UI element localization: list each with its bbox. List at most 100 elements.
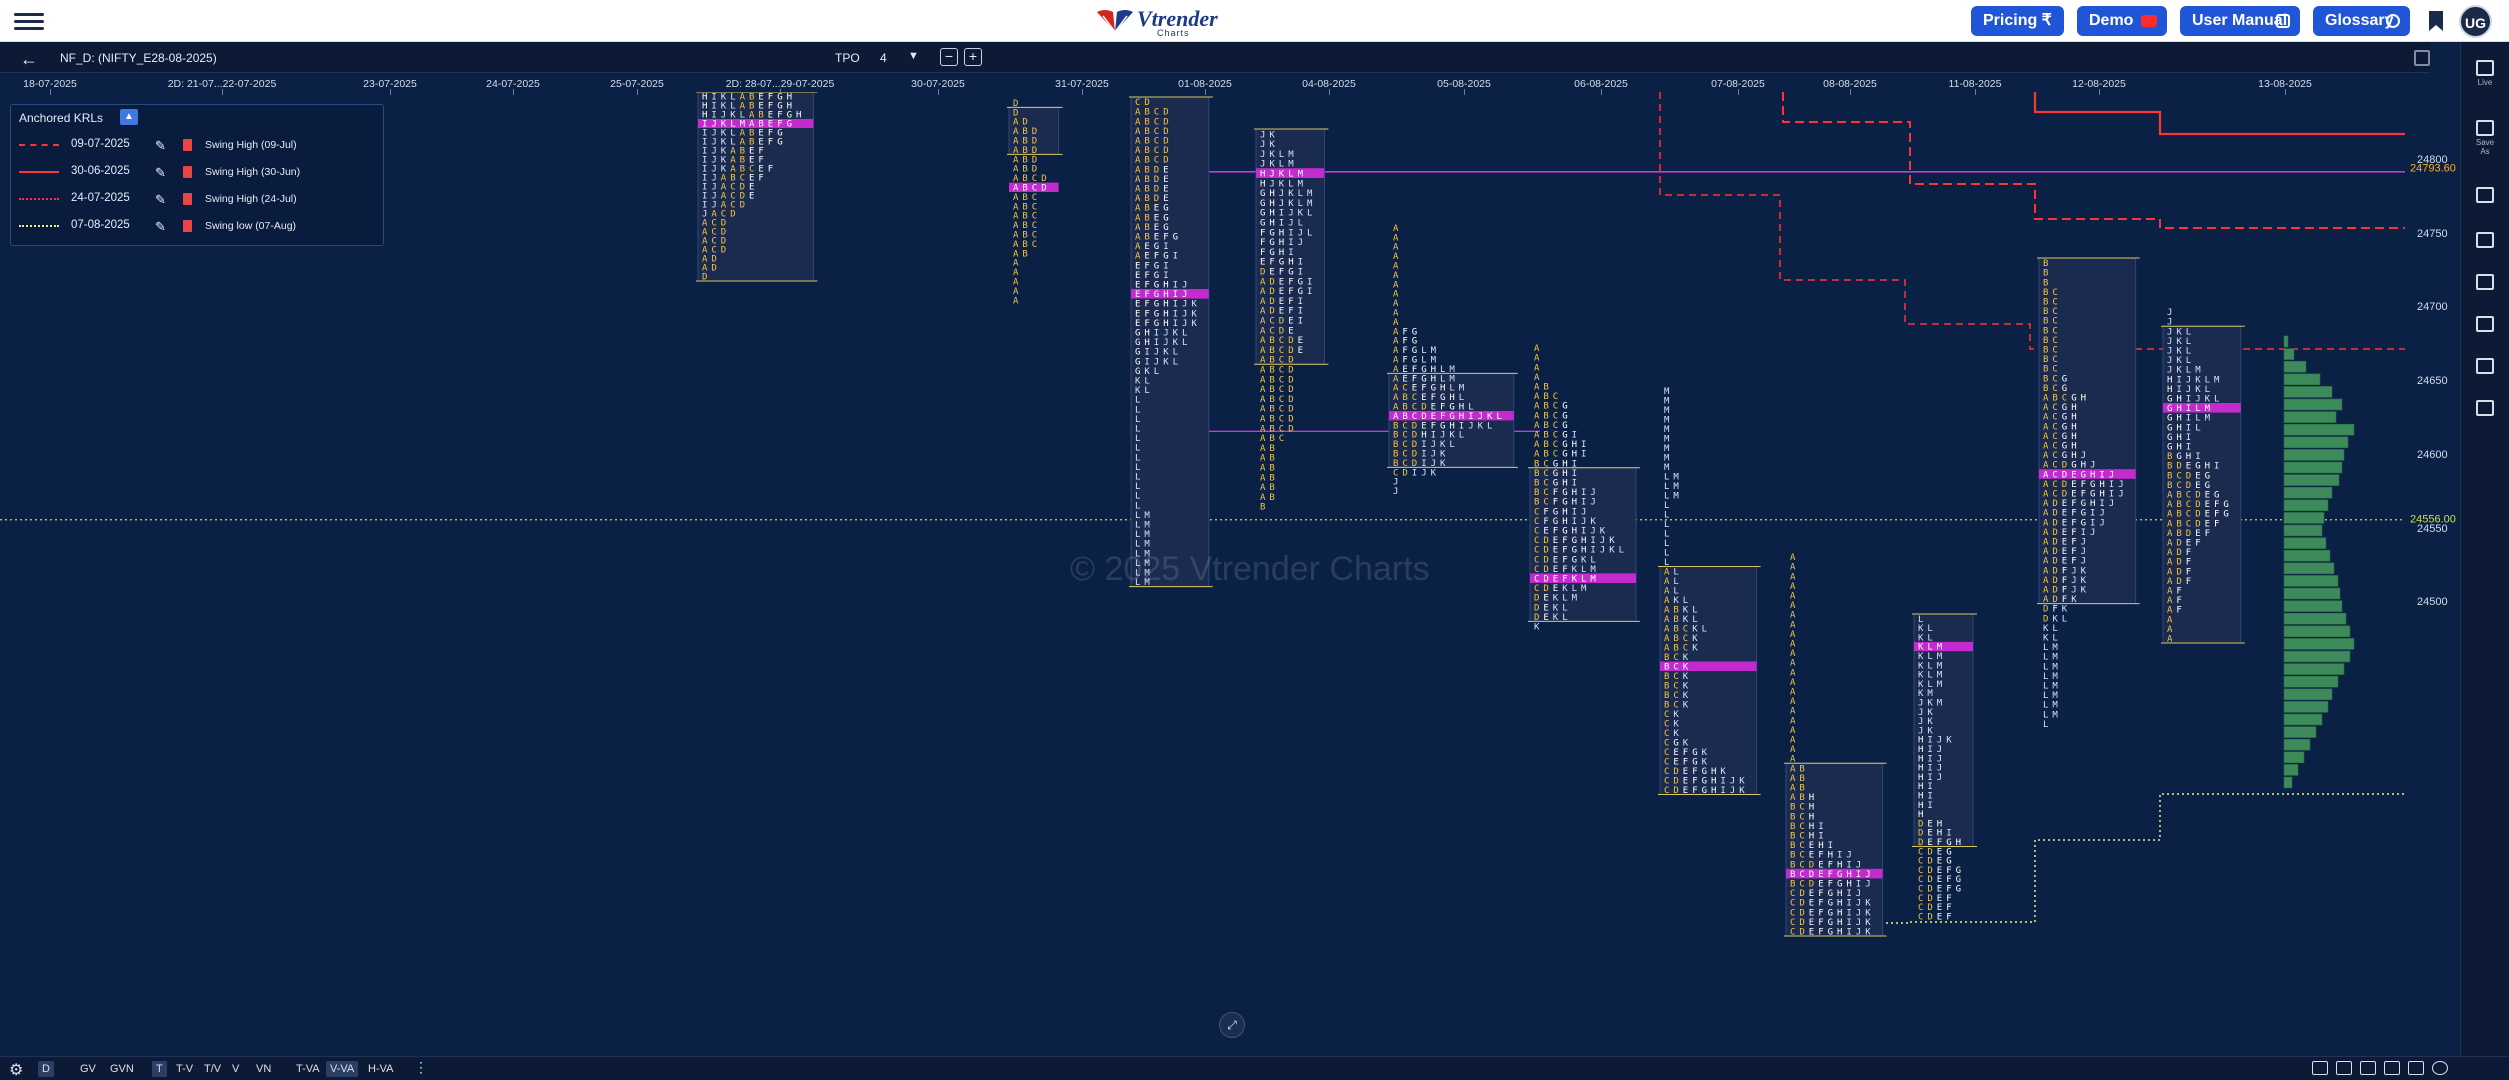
tpo-row: A — [1790, 736, 1796, 746]
zoom-out-button[interactable]: − — [940, 48, 958, 66]
menu-icon[interactable] — [14, 9, 44, 33]
save-as-button[interactable]: Save As — [2473, 120, 2497, 156]
krl-row[interactable]: 30-06-2025 ✎ Swing High (30-Jun) — [19, 162, 379, 182]
grid-tool-button[interactable] — [2473, 316, 2497, 332]
fullscreen-icon[interactable] — [2408, 1061, 2424, 1075]
mode-vva-button[interactable]: V-VA — [326, 1061, 359, 1077]
chevron-down-icon[interactable]: ▼ — [908, 50, 919, 62]
pencil-icon[interactable]: ✎ — [155, 165, 166, 180]
tpo-row: M — [1664, 425, 1670, 435]
close-icon[interactable] — [2432, 1061, 2448, 1075]
glossary-button[interactable]: Glossary — [2313, 6, 2410, 36]
save-icon[interactable] — [2414, 50, 2430, 66]
tpo-letter: H — [702, 111, 707, 121]
zoom-in-button[interactable]: + — [964, 48, 982, 66]
symbol-label: NF_D: (NIFTY_E28-08-2025) — [60, 51, 217, 65]
mode-v-button[interactable]: V — [232, 1063, 240, 1075]
pencil-icon[interactable]: ✎ — [155, 192, 166, 207]
pencil-icon[interactable]: ✎ — [155, 138, 166, 153]
crosshair-tool-button[interactable] — [2473, 187, 2497, 203]
tpo-chart-svg[interactable]: H I K L A B E F G HH I K L A B E F G HH I J K L A B E F G HI J K L M A B E F… — [0, 92, 2430, 1052]
list-tool-button[interactable] — [2473, 232, 2497, 248]
pricing-button[interactable]: Pricing ₹ — [1971, 6, 2064, 36]
tpo-letter: G — [1562, 498, 1567, 508]
pencil-icon[interactable]: ✎ — [155, 219, 166, 234]
mode-tva-button[interactable]: T-VA — [296, 1063, 320, 1075]
date-tick — [1601, 89, 1602, 95]
krl-row[interactable]: 24-07-2025 ✎ Swing High (24-Jul) — [19, 189, 379, 209]
trash-icon[interactable] — [183, 139, 192, 151]
tpo-letter: D — [1534, 603, 1539, 613]
vtrender-logo[interactable]: Vtrender Charts — [1095, 4, 1218, 38]
mode-gv-button[interactable]: GV — [80, 1063, 96, 1075]
tpo-letter: J — [1182, 309, 1187, 319]
tpo-letter: C — [1154, 127, 1159, 137]
avatar[interactable]: UG — [2459, 5, 2492, 38]
tpo-letter: J — [1865, 880, 1870, 890]
trash-icon[interactable] — [183, 166, 192, 178]
mode-vn-button[interactable]: VN — [256, 1063, 272, 1075]
mode-d-button[interactable]: D — [38, 1061, 54, 1077]
tpo-size-select[interactable]: 4 — [880, 51, 887, 65]
mode-tv-button[interactable]: T-V — [176, 1063, 194, 1075]
pricing-label: Pricing ₹ — [1983, 12, 2052, 29]
tpo-letter: I — [1173, 300, 1178, 310]
tpo-letter: I — [1298, 258, 1303, 268]
layout-tool-button[interactable] — [2473, 400, 2497, 416]
tpo-letter: H — [1562, 479, 1567, 489]
tpo-letter: L — [2043, 653, 2048, 663]
tpo-letter: C — [1279, 356, 1284, 366]
tpo-letter: F — [2176, 587, 2181, 597]
tpo-letter: D — [711, 255, 716, 265]
back-arrow-icon[interactable]: ← — [20, 49, 38, 69]
tpo-letter: J — [1730, 786, 1735, 796]
screenshot-icon[interactable] — [2360, 1061, 2376, 1075]
tpo-letter: B — [1534, 469, 1539, 479]
tpo-letter: B — [1799, 764, 1804, 774]
tpo-letter: J — [1856, 860, 1861, 870]
recenter-icon[interactable]: ⤢ — [1219, 1012, 1245, 1038]
gear-icon[interactable]: ⚙ — [9, 1062, 24, 1079]
tpo-letter: F — [2176, 606, 2181, 616]
krl-row[interactable]: 07-08-2025 ✎ Swing low (07-Aug) — [19, 216, 379, 236]
line-chart-icon[interactable] — [2336, 1061, 2352, 1075]
mode-tslashv-button[interactable]: T/V — [204, 1063, 222, 1075]
collapse-icon[interactable]: ▲ — [120, 109, 138, 125]
tpo-letter: I — [702, 138, 707, 148]
volume-profile-bar — [2283, 537, 2327, 549]
tpo-letter: C — [1918, 847, 1923, 857]
tpo-letter: I — [1412, 468, 1417, 478]
tpo-letter: M — [1581, 584, 1587, 594]
tpo-letter: B — [1022, 184, 1027, 194]
trash-icon[interactable] — [183, 193, 192, 205]
menu-tool-button[interactable] — [2473, 274, 2497, 290]
krl-row[interactable]: 09-07-2025 ✎ Swing High (09-Jul) — [19, 135, 379, 155]
tpo-letter: G — [1828, 928, 1833, 938]
table-icon[interactable] — [2312, 1061, 2328, 1075]
bookmark-icon[interactable] — [2427, 10, 2445, 32]
more-vertical-icon[interactable]: ⋮ — [414, 1059, 428, 1075]
trash-icon[interactable] — [183, 220, 192, 232]
poc-highlight — [2163, 403, 2241, 413]
mode-gvn-button[interactable]: GVN — [110, 1063, 134, 1075]
window-icon[interactable] — [2384, 1061, 2400, 1075]
tpo-letter: F — [1828, 870, 1833, 880]
price-tick-label: 24600 — [2417, 448, 2448, 461]
mode-t-button[interactable]: T — [152, 1061, 167, 1077]
live-button[interactable]: Live — [2473, 60, 2497, 87]
demo-button[interactable]: Demo — [2077, 6, 2167, 36]
columns-tool-button[interactable] — [2473, 358, 2497, 374]
mode-hva-button[interactable]: H-VA — [368, 1063, 394, 1075]
tpo-letter: C — [1032, 212, 1037, 222]
user-manual-button[interactable]: User Manual — [2180, 6, 2300, 36]
